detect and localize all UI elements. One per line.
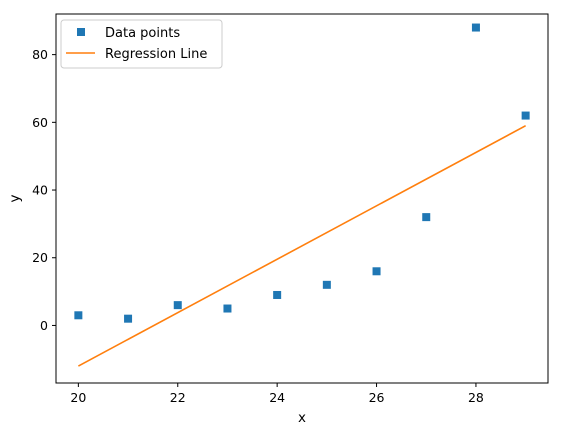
data-point [471, 23, 480, 32]
data-point [223, 304, 232, 313]
regression-line [77, 125, 527, 367]
data-point [124, 314, 133, 323]
data-point [372, 267, 381, 276]
x-axis-label: x [298, 410, 306, 426]
x-tick-label: 28 [468, 390, 484, 405]
y-tick-label: 40 [32, 183, 48, 198]
axes-frame [55, 13, 549, 384]
data-point [273, 290, 282, 299]
legend-marker-data-points [77, 28, 85, 36]
x-tick-label: 22 [170, 390, 186, 405]
y-tick-label: 80 [32, 47, 48, 62]
x-tick-label: 26 [369, 390, 385, 405]
x-axis-ticks: 20 22 24 26 28 [70, 383, 484, 405]
legend-label-regression: Regression Line [105, 47, 207, 62]
data-point [521, 111, 530, 120]
y-axis-ticks: 0 20 40 60 80 [32, 47, 56, 333]
x-tick-label: 20 [70, 390, 86, 405]
data-point [422, 213, 431, 222]
data-point [74, 311, 83, 320]
x-tick-label: 24 [269, 390, 285, 405]
legend-label-data-points: Data points [105, 26, 180, 41]
plot-area [74, 23, 530, 367]
legend-box [60, 19, 223, 69]
y-axis-label: y [7, 195, 23, 203]
y-tick-label: 0 [40, 318, 48, 333]
y-tick-label: 60 [32, 115, 48, 130]
data-point [322, 280, 331, 289]
data-point [173, 301, 182, 310]
y-tick-label: 20 [32, 250, 48, 265]
legend: Data points Regression Line [60, 19, 223, 69]
